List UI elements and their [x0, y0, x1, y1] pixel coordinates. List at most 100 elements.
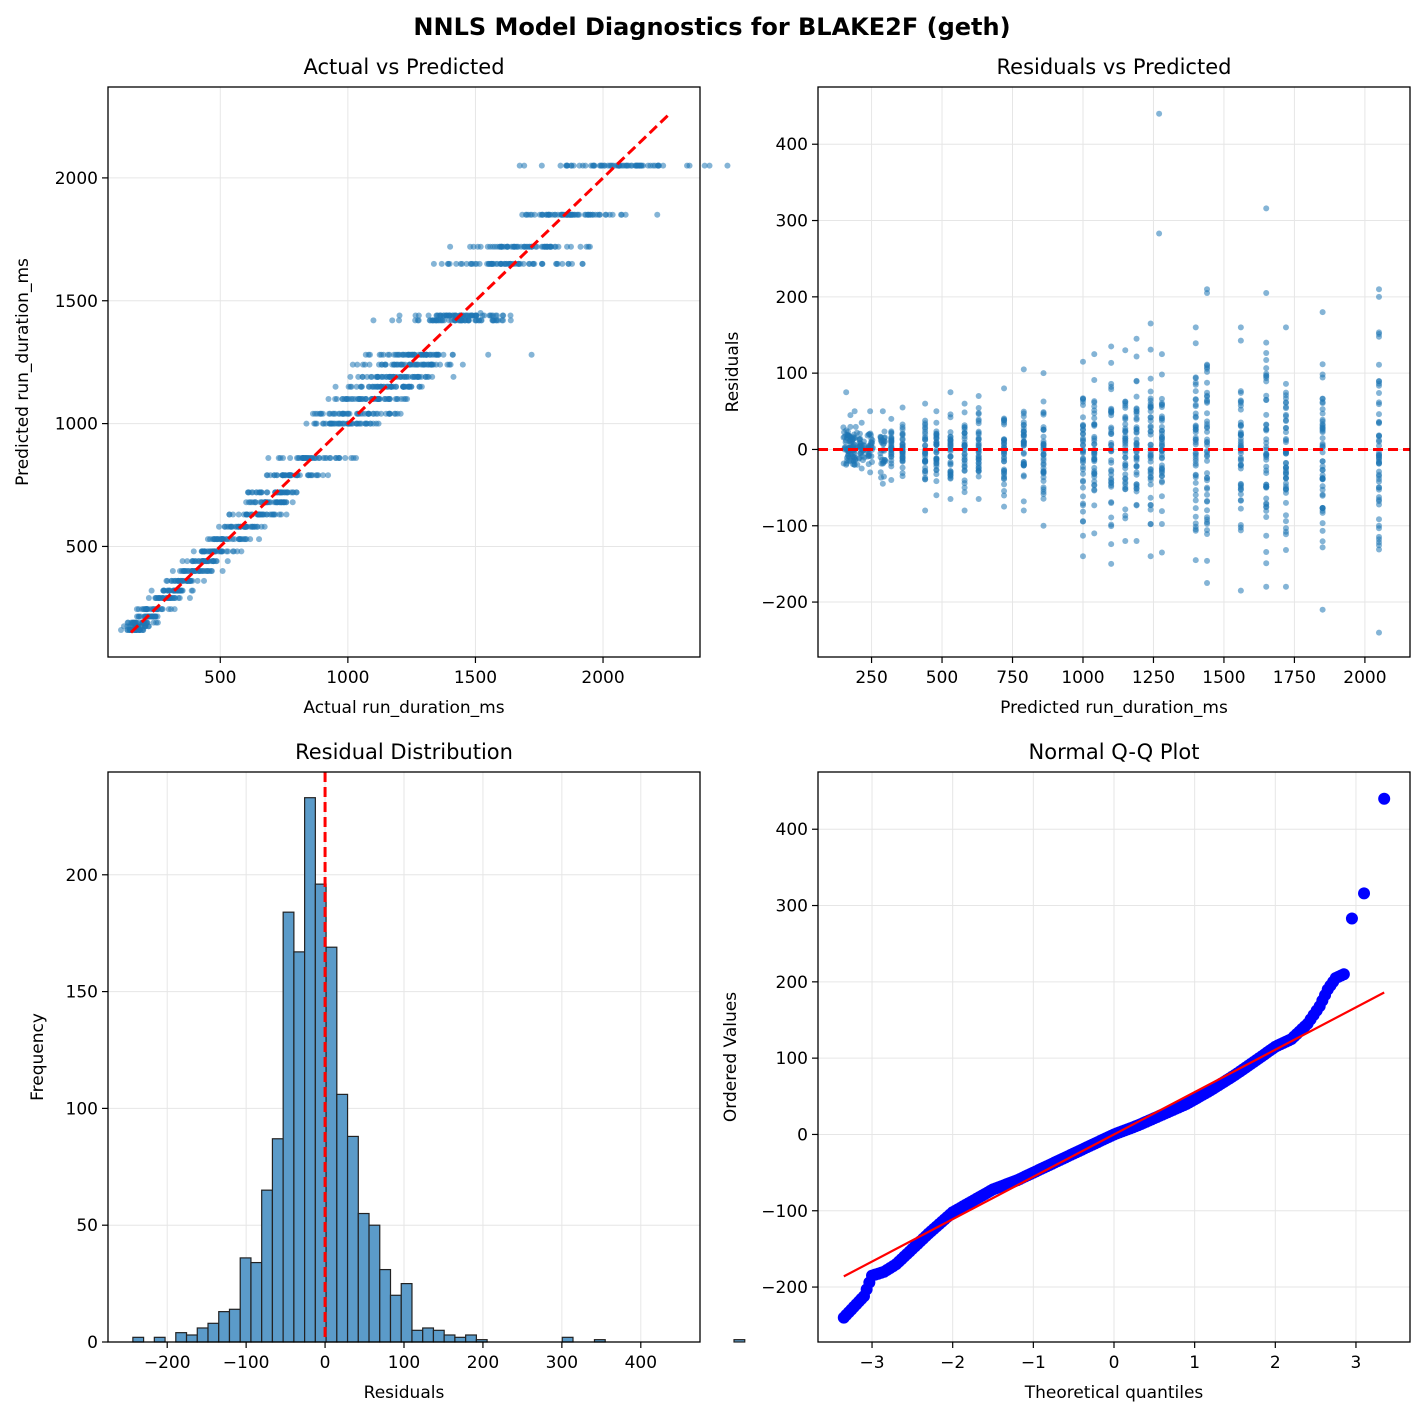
x-tick-label: 1000: [326, 668, 369, 688]
data-point: [1237, 497, 1244, 504]
data-point: [320, 472, 327, 479]
data-point: [1204, 453, 1211, 460]
plot-area: [118, 112, 731, 634]
data-point: [200, 548, 207, 555]
data-point: [1040, 495, 1047, 502]
data-point: [422, 373, 429, 380]
data-point: [385, 410, 392, 417]
data-point: [1158, 433, 1165, 440]
data-point: [1079, 502, 1086, 509]
data-point: [922, 442, 929, 449]
data-point: [1204, 520, 1211, 527]
y-axis-label: Ordered Values: [721, 992, 741, 1122]
data-point: [1375, 378, 1382, 385]
x-tick-label: 100: [388, 1353, 420, 1373]
data-point: [386, 396, 393, 403]
data-point: [975, 417, 982, 424]
data-point: [179, 558, 186, 565]
data-point: [1001, 455, 1008, 462]
data-point: [1108, 560, 1115, 567]
data-point: [961, 489, 968, 496]
y-tick-label: 100: [66, 1099, 98, 1119]
data-point: [520, 260, 527, 267]
data-point: [961, 507, 968, 514]
data-point: [947, 448, 954, 455]
x-tick-label: −200: [144, 1353, 191, 1373]
data-point: [1263, 548, 1270, 555]
data-point: [1282, 512, 1289, 519]
data-point: [437, 312, 444, 319]
data-point: [881, 428, 888, 435]
data-point: [1237, 389, 1244, 396]
data-point: [1263, 392, 1270, 399]
histogram-bar: [368, 1224, 381, 1343]
data-point: [1122, 413, 1129, 420]
data-point: [1192, 527, 1199, 534]
data-point: [1319, 463, 1326, 470]
data-point: [1108, 499, 1115, 506]
data-point: [1133, 436, 1140, 443]
data-point: [1133, 353, 1140, 360]
data-point: [1375, 629, 1382, 636]
plot-area: [132, 772, 746, 1343]
data-point: [1001, 416, 1008, 423]
data-point: [1204, 286, 1211, 293]
data-point: [1319, 491, 1326, 498]
data-point: [1001, 481, 1008, 488]
data-point: [1147, 494, 1154, 501]
data-point: [389, 361, 396, 368]
data-point: [1263, 583, 1270, 590]
x-tick-label: 1500: [454, 668, 497, 688]
data-point: [366, 361, 373, 368]
data-point: [467, 243, 474, 250]
data-point: [579, 260, 586, 267]
data-point: [1147, 553, 1154, 560]
data-point: [1133, 481, 1140, 488]
histogram-bar: [228, 1308, 241, 1343]
data-point: [1375, 536, 1382, 543]
data-point: [1192, 436, 1199, 443]
data-point: [1282, 450, 1289, 457]
data-point: [852, 423, 859, 430]
histogram-bar: [185, 1334, 198, 1343]
data-point: [961, 462, 968, 469]
fit-line: [843, 991, 1385, 1278]
data-point: [628, 162, 635, 169]
data-point: [157, 595, 164, 602]
data-point: [359, 361, 366, 368]
data-point: [933, 441, 940, 448]
data-point: [888, 450, 895, 457]
data-point: [922, 430, 929, 437]
data-point: [406, 383, 413, 390]
data-point: [1122, 421, 1129, 428]
y-tick-label: 300: [776, 212, 808, 232]
y-tick-label: 300: [776, 897, 808, 917]
data-point: [363, 420, 370, 427]
data-point: [1158, 417, 1165, 424]
data-point: [500, 312, 507, 319]
data-point: [484, 243, 491, 250]
data-point: [947, 433, 954, 440]
data-point: [888, 438, 895, 445]
y-tick-label: 100: [776, 364, 808, 384]
data-point: [899, 458, 906, 465]
data-point: [1040, 398, 1047, 405]
data-point: [1020, 498, 1027, 505]
data-point: [975, 441, 982, 448]
data-point: [1375, 542, 1382, 549]
data-point: [975, 405, 982, 412]
histogram-bars: [132, 797, 746, 1343]
y-tick-label: 400: [776, 820, 808, 840]
data-point: [386, 373, 393, 380]
data-point: [650, 162, 657, 169]
data-point: [1263, 205, 1270, 212]
data-point: [1079, 358, 1086, 365]
data-point: [453, 260, 460, 267]
data-point: [1204, 418, 1211, 425]
data-point: [933, 435, 940, 442]
data-point: [1001, 467, 1008, 474]
data-point: [332, 383, 339, 390]
data-point: [1319, 483, 1326, 490]
data-point: [275, 454, 282, 461]
data-point: [1133, 440, 1140, 447]
